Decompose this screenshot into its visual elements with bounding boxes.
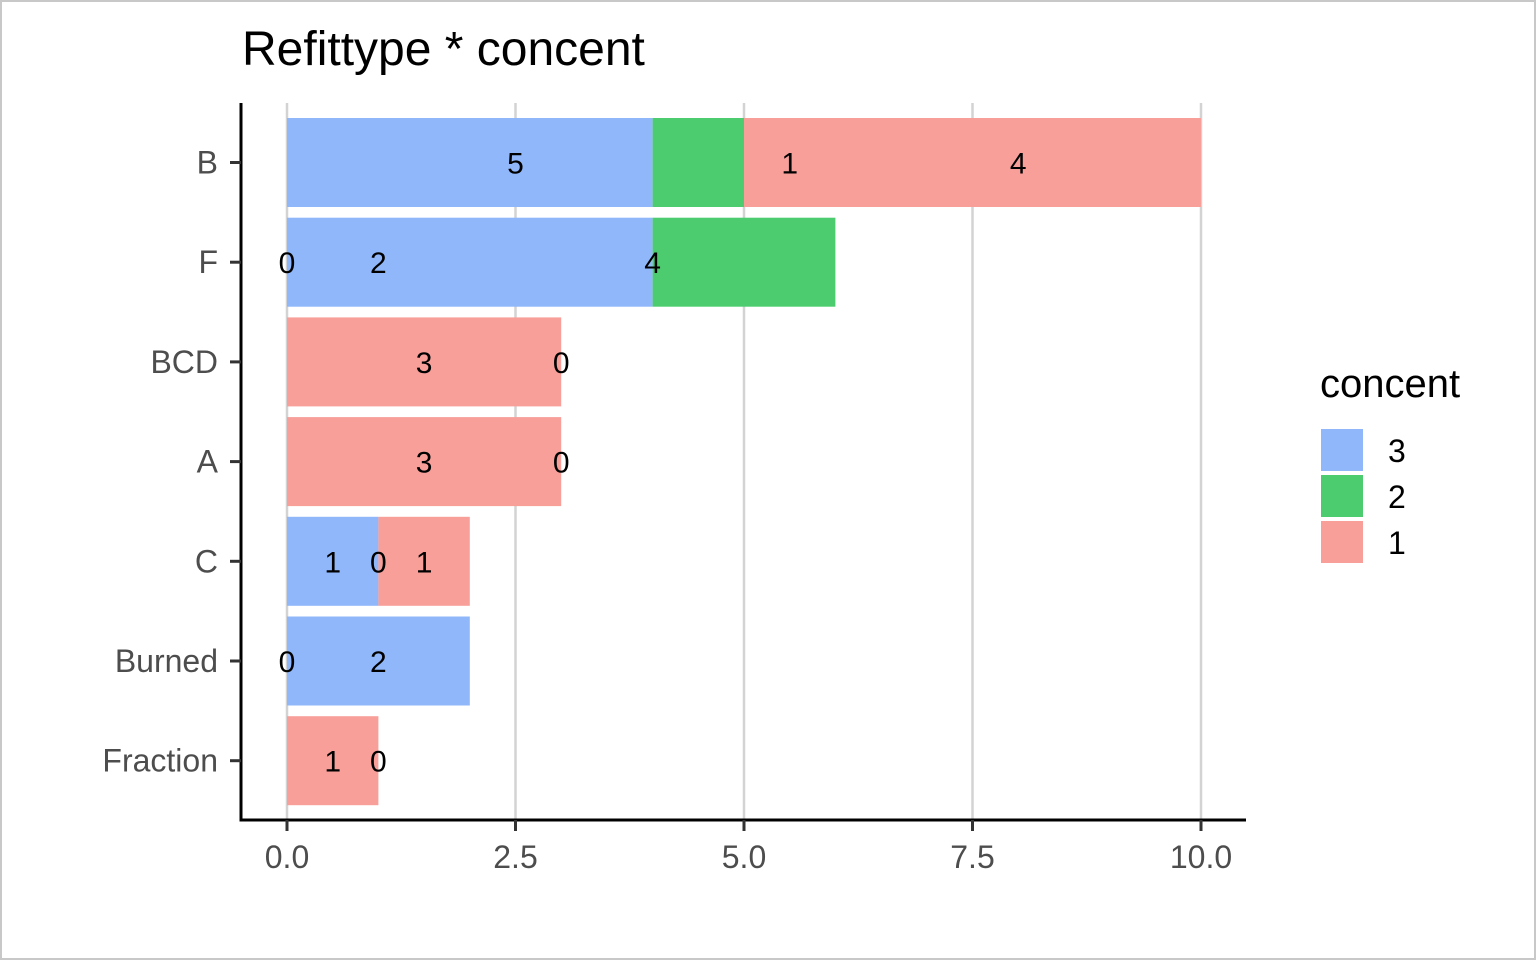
data-label-11: 0 <box>370 546 387 579</box>
data-label-1: 1 <box>781 148 798 181</box>
legend-label-3: 3 <box>1388 433 1406 469</box>
bar-BCD-series-1 <box>287 317 562 407</box>
bar-C-series-1 <box>378 516 470 606</box>
x-tick-label-1: 2.5 <box>493 839 537 875</box>
data-label-6: 3 <box>416 347 433 380</box>
bar-B-series-1 <box>744 118 1201 207</box>
bar-F-series-3 <box>287 217 653 307</box>
x-tick-label-4: 10.0 <box>1170 839 1232 875</box>
bar-B-series-2 <box>652 118 744 207</box>
x-tick-label-3: 7.5 <box>950 839 994 875</box>
y-tick-label-B: B <box>197 145 218 181</box>
data-label-12: 1 <box>416 546 433 579</box>
legend-key-3 <box>1321 429 1363 471</box>
bar-F-series-2 <box>652 217 836 307</box>
x-tick-label-0: 0.0 <box>265 839 309 875</box>
data-label-15: 1 <box>324 746 341 779</box>
x-tick-label-2: 5.0 <box>722 839 766 875</box>
legend-label-1: 1 <box>1388 525 1406 561</box>
data-label-7: 0 <box>553 347 570 380</box>
chart-title: Refittype * concent <box>242 23 645 76</box>
bar-Fraction-series-1 <box>287 716 379 806</box>
bar-B-series-3 <box>287 118 653 207</box>
data-label-10: 1 <box>324 546 341 579</box>
legend-key-2 <box>1321 475 1363 517</box>
data-label-4: 2 <box>370 247 387 280</box>
legend-key-1 <box>1321 521 1363 563</box>
bar-Burned-series-3 <box>287 616 470 706</box>
y-tick-label-A: A <box>197 444 219 480</box>
data-label-0: 5 <box>507 148 524 181</box>
bar-A-series-1 <box>287 417 562 507</box>
y-tick-label-Burned: Burned <box>115 643 218 679</box>
data-label-3: 0 <box>279 247 296 280</box>
data-labels: 5 1 40 2 43 03 01 0 10 21 0 <box>279 148 1027 779</box>
y-tick-label-F: F <box>198 244 218 280</box>
data-label-8: 3 <box>416 447 433 480</box>
data-label-16: 0 <box>370 746 387 779</box>
legend: concent 3 2 1 <box>1320 362 1460 563</box>
data-label-2: 4 <box>1010 148 1027 181</box>
y-tick-label-BCD: BCD <box>150 344 218 380</box>
data-label-13: 0 <box>279 646 296 679</box>
bar-C-series-3 <box>287 516 379 606</box>
legend-title: concent <box>1320 362 1460 406</box>
data-label-5: 4 <box>644 247 661 280</box>
legend-label-2: 2 <box>1388 479 1406 515</box>
bars <box>287 118 1201 806</box>
axes: B F BCD A C Burned Fraction 0.0 2.5 5.0 7.5 10.0 <box>102 103 1246 875</box>
y-tick-label-Fraction: Fraction <box>102 743 218 779</box>
data-label-9: 0 <box>553 447 570 480</box>
y-tick-label-C: C <box>195 543 218 579</box>
data-label-14: 2 <box>370 646 387 679</box>
